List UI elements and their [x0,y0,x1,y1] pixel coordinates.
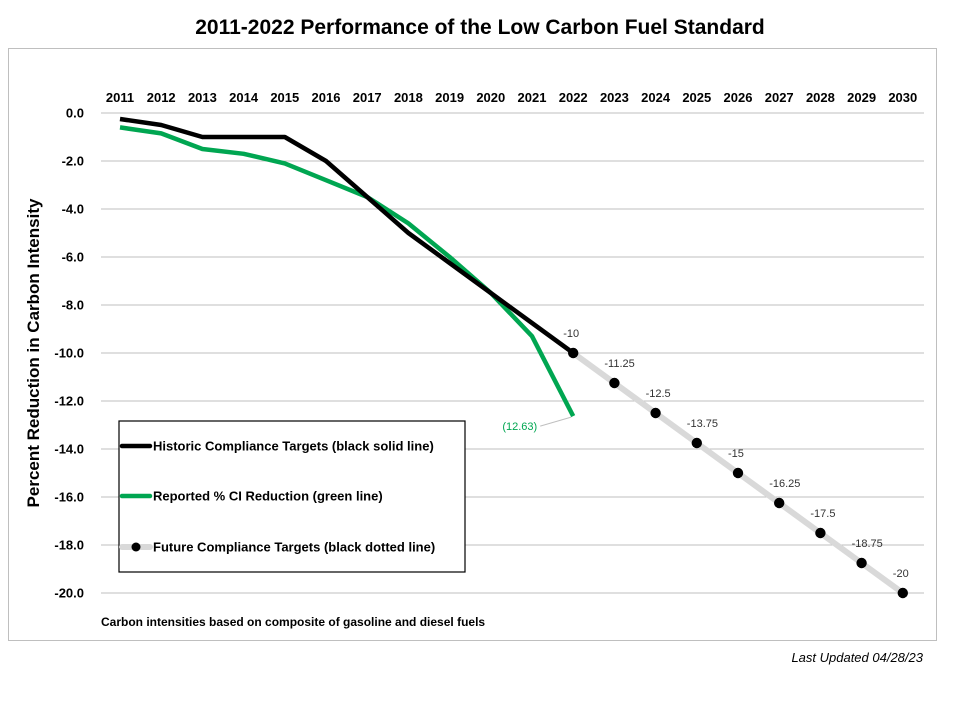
future-target-point [609,377,620,389]
future-target-point [815,527,826,539]
future-target-point [856,557,867,569]
series-group [119,116,908,599]
y-tick-label: -20.0 [54,586,84,601]
x-tick-label: 2022 [559,90,588,105]
green-label-leader [540,416,572,427]
future-target-point [568,347,579,359]
y-tick-label: -14.0 [54,442,84,457]
x-tick-label: 2020 [476,90,505,105]
reported-reduction-line [119,125,576,418]
last-updated: Last Updated 04/28/23 [791,650,923,665]
y-tick-label: -2.0 [62,154,84,169]
legend-box [118,420,466,573]
y-tick-label: -12.0 [54,394,84,409]
x-tick-label: 2013 [188,90,217,105]
data-label: -12.5 [646,388,671,400]
y-tick-label: -8.0 [62,298,84,313]
x-tick-label: 2017 [353,90,382,105]
x-tick-label: 2023 [600,90,629,105]
data-label: -16.25 [769,478,800,490]
y-tick-label: -10.0 [54,346,84,361]
legend-label: Reported % CI Reduction (green line) [153,489,383,504]
y-axis-label: Percent Reduction in Carbon Intensity [24,198,43,507]
future-target-point [774,497,785,509]
legend: Historic Compliance Targets (black solid… [118,420,466,573]
y-tick-labels: 0.0 -2.0 -4.0 -6.0 -8.0 -10.0 -12.0 -14.0 -16.0 -… [54,106,84,601]
x-tick-label: 2021 [518,90,547,105]
y-tick-label: -6.0 [62,250,84,265]
x-tick-label: 2019 [435,90,464,105]
data-label: -10 [563,328,579,340]
green-end-label: (12.63) [502,421,537,433]
y-tick-label: 0.0 [66,106,84,121]
future-target-point [897,587,908,599]
chart-title: 2011-2022 Performance of the Low Carbon … [195,16,765,39]
data-label: -20 [893,568,909,580]
chart-frame [8,48,937,641]
y-tick-label: -18.0 [54,538,84,553]
future-target-point [732,467,744,479]
future-target-point [691,437,702,449]
x-tick-labels: 2011 2012 2013 2014 2015 2016 2017 2018 2019 2020… [106,90,917,105]
data-labels: -10 -11.25 -12.5 -13.75 -15 -16.25 -17.5 -18.75… [502,328,908,580]
legend-label: Historic Compliance Targets (black solid… [153,439,434,454]
x-tick-label: 2026 [724,90,753,105]
x-tick-label: 2024 [641,90,671,105]
data-label: -17.5 [810,508,835,520]
x-tick-label: 2025 [682,90,711,105]
x-tick-label: 2015 [270,90,299,105]
x-tick-label: 2027 [765,90,794,105]
historic-targets-line [119,116,575,355]
data-label: -11.25 [604,358,634,370]
y-tick-label: -16.0 [54,490,84,505]
x-tick-label: 2014 [229,90,259,105]
x-tick-label: 2011 [106,90,134,105]
legend-marker [131,542,141,552]
data-label: -13.75 [687,418,718,430]
x-tick-label: 2029 [847,90,876,105]
legend-label: Future Compliance Targets (black dotted … [153,540,435,555]
x-tick-label: 2018 [394,90,423,105]
x-tick-label: 2016 [312,90,341,105]
x-tick-label: 2012 [147,90,176,105]
future-target-point [650,407,661,419]
x-tick-label: 2028 [806,90,835,105]
y-tick-label: -4.0 [62,202,84,217]
data-label: -18.75 [852,538,883,550]
footnote: Carbon intensities based on composite of… [101,615,485,629]
x-tick-label: 2030 [888,90,917,105]
data-label: -15 [728,448,744,460]
